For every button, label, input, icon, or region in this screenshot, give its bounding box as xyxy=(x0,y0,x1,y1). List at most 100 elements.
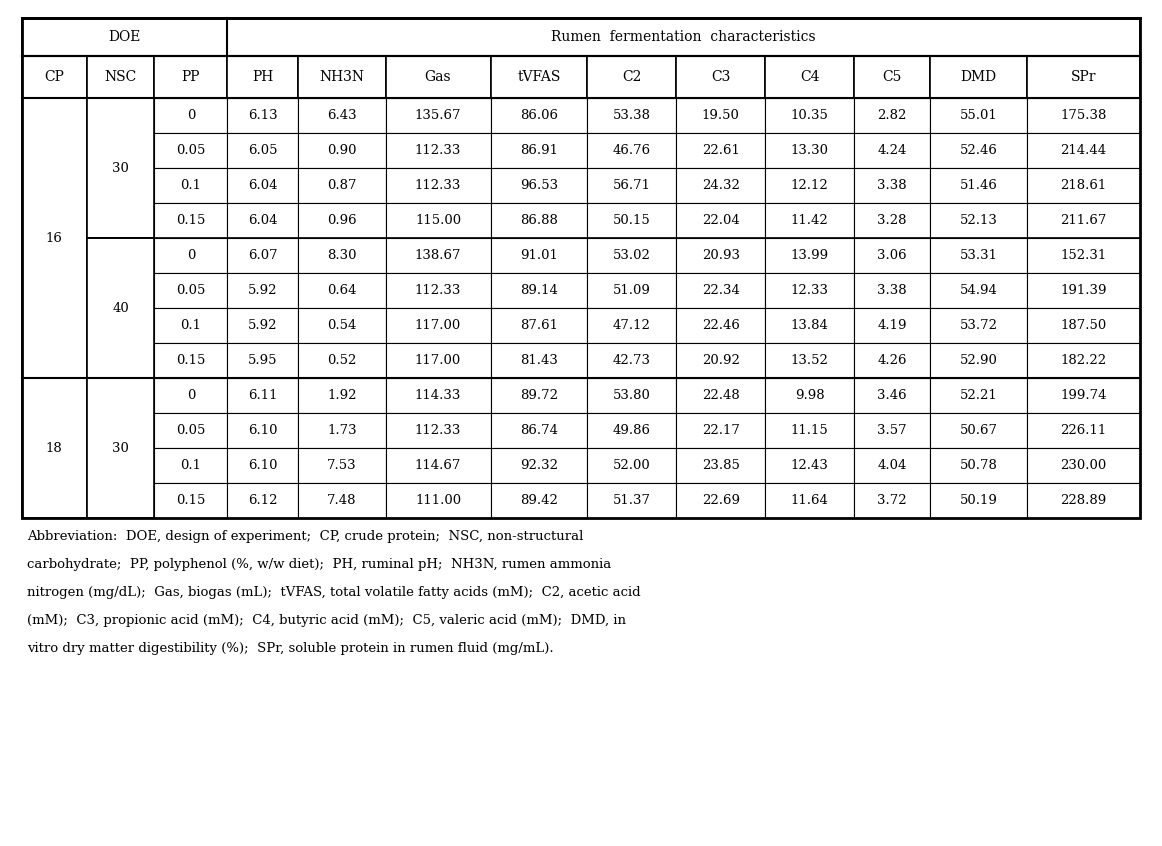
Text: 6.43: 6.43 xyxy=(327,109,357,122)
Text: 22.48: 22.48 xyxy=(702,389,740,402)
Text: 46.76: 46.76 xyxy=(612,144,651,157)
Text: 53.31: 53.31 xyxy=(960,249,997,262)
Bar xyxy=(299,483,386,518)
Bar xyxy=(766,273,854,308)
Bar xyxy=(588,448,676,483)
Bar xyxy=(22,18,228,56)
Text: 52.21: 52.21 xyxy=(960,389,997,402)
Text: 86.91: 86.91 xyxy=(519,144,558,157)
Text: (mM);  C3, propionic acid (mM);  C4, butyric acid (mM);  C5, valeric acid (mM); : (mM); C3, propionic acid (mM); C4, butyr… xyxy=(27,613,626,627)
Text: 11.64: 11.64 xyxy=(790,494,829,507)
Bar xyxy=(1027,448,1140,483)
Bar xyxy=(588,343,676,378)
Bar xyxy=(588,238,676,273)
Bar xyxy=(299,413,386,448)
Bar xyxy=(1027,98,1140,133)
Bar xyxy=(228,56,299,98)
Bar xyxy=(87,203,155,238)
Bar xyxy=(155,273,228,308)
Bar xyxy=(588,133,676,168)
Bar xyxy=(155,98,228,133)
Text: 18: 18 xyxy=(46,442,63,454)
Bar xyxy=(22,18,1140,518)
Bar xyxy=(87,273,155,308)
Text: 0.1: 0.1 xyxy=(180,459,201,472)
Bar xyxy=(228,203,299,238)
Bar xyxy=(155,203,228,238)
Bar xyxy=(22,308,87,343)
Bar xyxy=(854,343,930,378)
Text: 111.00: 111.00 xyxy=(415,494,461,507)
Bar xyxy=(22,203,87,238)
Bar xyxy=(676,343,766,378)
Bar xyxy=(22,378,87,413)
Bar xyxy=(676,378,766,413)
Text: 199.74: 199.74 xyxy=(1060,389,1106,402)
Text: 52.00: 52.00 xyxy=(614,459,651,472)
Bar xyxy=(1027,413,1140,448)
Text: 1.92: 1.92 xyxy=(328,389,357,402)
Bar xyxy=(490,413,588,448)
Bar xyxy=(766,413,854,448)
Text: 6.12: 6.12 xyxy=(248,494,278,507)
Text: 4.04: 4.04 xyxy=(877,459,906,472)
Text: 52.90: 52.90 xyxy=(960,354,997,367)
Text: 51.37: 51.37 xyxy=(612,494,651,507)
Text: 5.92: 5.92 xyxy=(248,319,278,332)
Bar xyxy=(87,133,155,168)
Text: 86.06: 86.06 xyxy=(519,109,558,122)
Bar xyxy=(386,483,490,518)
Text: 55.01: 55.01 xyxy=(960,109,997,122)
Bar xyxy=(588,483,676,518)
Text: 2.82: 2.82 xyxy=(877,109,906,122)
Text: 115.00: 115.00 xyxy=(415,214,461,227)
Text: 5.92: 5.92 xyxy=(248,284,278,297)
Text: 19.50: 19.50 xyxy=(702,109,740,122)
Bar xyxy=(490,168,588,203)
Bar xyxy=(1027,378,1140,413)
Bar xyxy=(1027,343,1140,378)
Bar xyxy=(676,273,766,308)
Bar xyxy=(87,98,155,133)
Bar xyxy=(930,273,1027,308)
Text: 51.46: 51.46 xyxy=(960,179,997,192)
Text: 117.00: 117.00 xyxy=(415,319,461,332)
Bar xyxy=(87,378,155,413)
Bar xyxy=(490,203,588,238)
Bar xyxy=(299,98,386,133)
Text: 6.13: 6.13 xyxy=(248,109,278,122)
Text: 114.33: 114.33 xyxy=(415,389,461,402)
Text: 0: 0 xyxy=(187,249,195,262)
Bar xyxy=(854,56,930,98)
Text: 6.05: 6.05 xyxy=(248,144,278,157)
Text: 89.72: 89.72 xyxy=(519,389,558,402)
Bar xyxy=(386,343,490,378)
Bar xyxy=(766,448,854,483)
Text: 0.96: 0.96 xyxy=(327,214,357,227)
Bar xyxy=(930,168,1027,203)
Bar xyxy=(228,378,299,413)
Text: 218.61: 218.61 xyxy=(1061,179,1106,192)
Bar xyxy=(1027,168,1140,203)
Text: C4: C4 xyxy=(799,70,819,84)
Text: SPr: SPr xyxy=(1070,70,1096,84)
Text: 52.13: 52.13 xyxy=(960,214,997,227)
Bar xyxy=(854,413,930,448)
Text: PP: PP xyxy=(181,70,200,84)
Bar xyxy=(87,483,155,518)
Text: DOE: DOE xyxy=(108,30,141,44)
Text: 112.33: 112.33 xyxy=(415,424,461,437)
Text: 87.61: 87.61 xyxy=(519,319,558,332)
Bar xyxy=(228,168,299,203)
Text: 49.86: 49.86 xyxy=(612,424,651,437)
Text: 112.33: 112.33 xyxy=(415,179,461,192)
Bar xyxy=(22,343,87,378)
Bar xyxy=(1027,56,1140,98)
Bar xyxy=(155,483,228,518)
Bar xyxy=(490,98,588,133)
Bar xyxy=(930,448,1027,483)
Bar xyxy=(766,203,854,238)
Text: 24.32: 24.32 xyxy=(702,179,740,192)
Text: 0.15: 0.15 xyxy=(177,214,206,227)
Bar xyxy=(87,56,155,98)
